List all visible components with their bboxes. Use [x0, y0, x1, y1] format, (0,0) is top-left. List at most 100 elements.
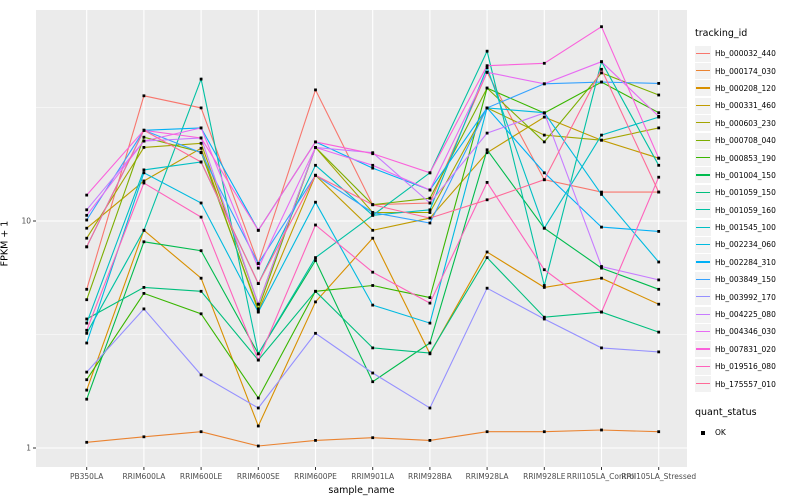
data-point — [199, 249, 203, 253]
legend-item-label: Hb_001059_150 — [715, 188, 776, 198]
data-point — [485, 151, 489, 155]
legend-key-color-line — [696, 87, 710, 89]
x-tick-label: PB350LA — [70, 472, 104, 481]
legend-item-label: Hb_000708_040 — [715, 136, 776, 146]
data-point — [371, 346, 375, 350]
data-point — [85, 236, 89, 240]
data-point — [542, 111, 546, 115]
legend-key-line-icon — [695, 132, 711, 149]
legend-item-Hb_001004_150: Hb_001004_150 — [695, 167, 799, 184]
data-point — [142, 94, 146, 98]
data-point — [485, 131, 489, 135]
data-point — [600, 67, 603, 71]
data-point — [256, 282, 260, 285]
data-point — [542, 178, 546, 182]
data-point — [542, 82, 546, 86]
data-point — [485, 148, 489, 152]
legend-key-color-line — [696, 226, 710, 228]
data-point — [600, 25, 603, 29]
data-point — [371, 436, 375, 440]
legend-item-Hb_019516_080: Hb_019516_080 — [695, 358, 799, 375]
data-point — [428, 208, 432, 212]
legend-item-Hb_007831_020: Hb_007831_020 — [695, 341, 799, 358]
legend-item-Hb_001059_160: Hb_001059_160 — [695, 202, 799, 219]
data-point — [542, 268, 546, 272]
data-point — [600, 80, 603, 84]
panel-background — [36, 10, 687, 467]
data-point — [657, 260, 661, 264]
legend-items-tracking-id: Hb_000032_440 Hb_000174_030 Hb_000208_120 H… — [695, 45, 799, 393]
data-point — [542, 133, 546, 137]
data-point — [314, 439, 317, 442]
data-point — [371, 380, 375, 384]
data-point — [428, 351, 432, 355]
data-point — [199, 215, 203, 219]
data-point — [600, 265, 603, 268]
data-point — [428, 439, 432, 442]
legend-item-Hb_000603_230: Hb_000603_230 — [695, 115, 799, 132]
data-point — [485, 256, 489, 259]
data-point — [85, 321, 89, 325]
data-point — [256, 307, 260, 311]
legend-key-color-line — [696, 243, 710, 246]
x-tick-label: RRIM928LA — [466, 472, 510, 481]
data-point — [657, 350, 661, 354]
legend-item-label: Hb_000032_440 — [715, 49, 776, 59]
legend-item-label: Hb_019516_080 — [715, 362, 776, 372]
data-point — [428, 171, 432, 175]
legend-key-line-icon — [695, 97, 711, 114]
data-point — [657, 156, 661, 160]
legend-key-color-line — [696, 122, 710, 124]
x-tick-label: RRIM901LA — [351, 472, 395, 481]
data-point — [657, 126, 661, 130]
legend-item-Hb_000853_190: Hb_000853_190 — [695, 149, 799, 167]
data-point — [142, 435, 146, 439]
data-point — [371, 371, 375, 375]
data-point — [85, 388, 89, 392]
data-point — [199, 430, 203, 434]
data-point — [142, 286, 146, 289]
data-point — [199, 136, 203, 140]
data-point — [371, 303, 375, 307]
legend-item-Hb_002234_060: Hb_002234_060 — [695, 236, 799, 253]
legend-item-Hb_000032_440: Hb_000032_440 — [695, 45, 799, 62]
legend-item-label: Hb_000331_460 — [715, 101, 776, 111]
legend-key-color-line — [696, 52, 710, 54]
data-point — [657, 111, 661, 115]
data-point — [600, 60, 603, 64]
data-point — [256, 352, 260, 356]
data-point — [542, 317, 546, 321]
data-point — [314, 200, 317, 204]
legend-item-label: Hb_000208_120 — [715, 83, 776, 93]
data-point — [485, 106, 489, 110]
data-point — [657, 330, 661, 334]
legend-key-color-line — [696, 191, 710, 193]
data-point — [256, 310, 260, 314]
data-point — [657, 190, 661, 194]
legend-item-label: Hb_001059_160 — [715, 205, 776, 215]
legend-item-label: Hb_002284_310 — [715, 257, 776, 267]
data-point — [485, 86, 489, 90]
data-point — [142, 181, 146, 185]
data-point — [371, 213, 375, 217]
legend-key-line-icon — [695, 167, 711, 184]
data-point — [199, 77, 203, 81]
data-point — [85, 370, 89, 374]
legend-item-quant-OK: OK — [695, 424, 799, 441]
data-point — [142, 240, 146, 244]
data-point — [542, 284, 546, 287]
x-tick-label: RRII105LA_Control — [567, 472, 637, 481]
data-point — [142, 171, 146, 175]
legend-item-label: Hb_001004_150 — [715, 170, 776, 180]
legend-item-Hb_003849_150: Hb_003849_150 — [695, 271, 799, 288]
legend-key-line-icon — [695, 150, 711, 167]
data-point — [199, 141, 203, 145]
data-point — [85, 226, 89, 230]
x-tick-label: RRIM928LE — [523, 472, 566, 481]
data-point — [600, 310, 603, 314]
legend-key-color-line — [696, 383, 710, 385]
data-point — [657, 115, 661, 118]
data-point — [657, 175, 661, 179]
data-point — [85, 397, 89, 401]
data-point — [428, 201, 432, 205]
